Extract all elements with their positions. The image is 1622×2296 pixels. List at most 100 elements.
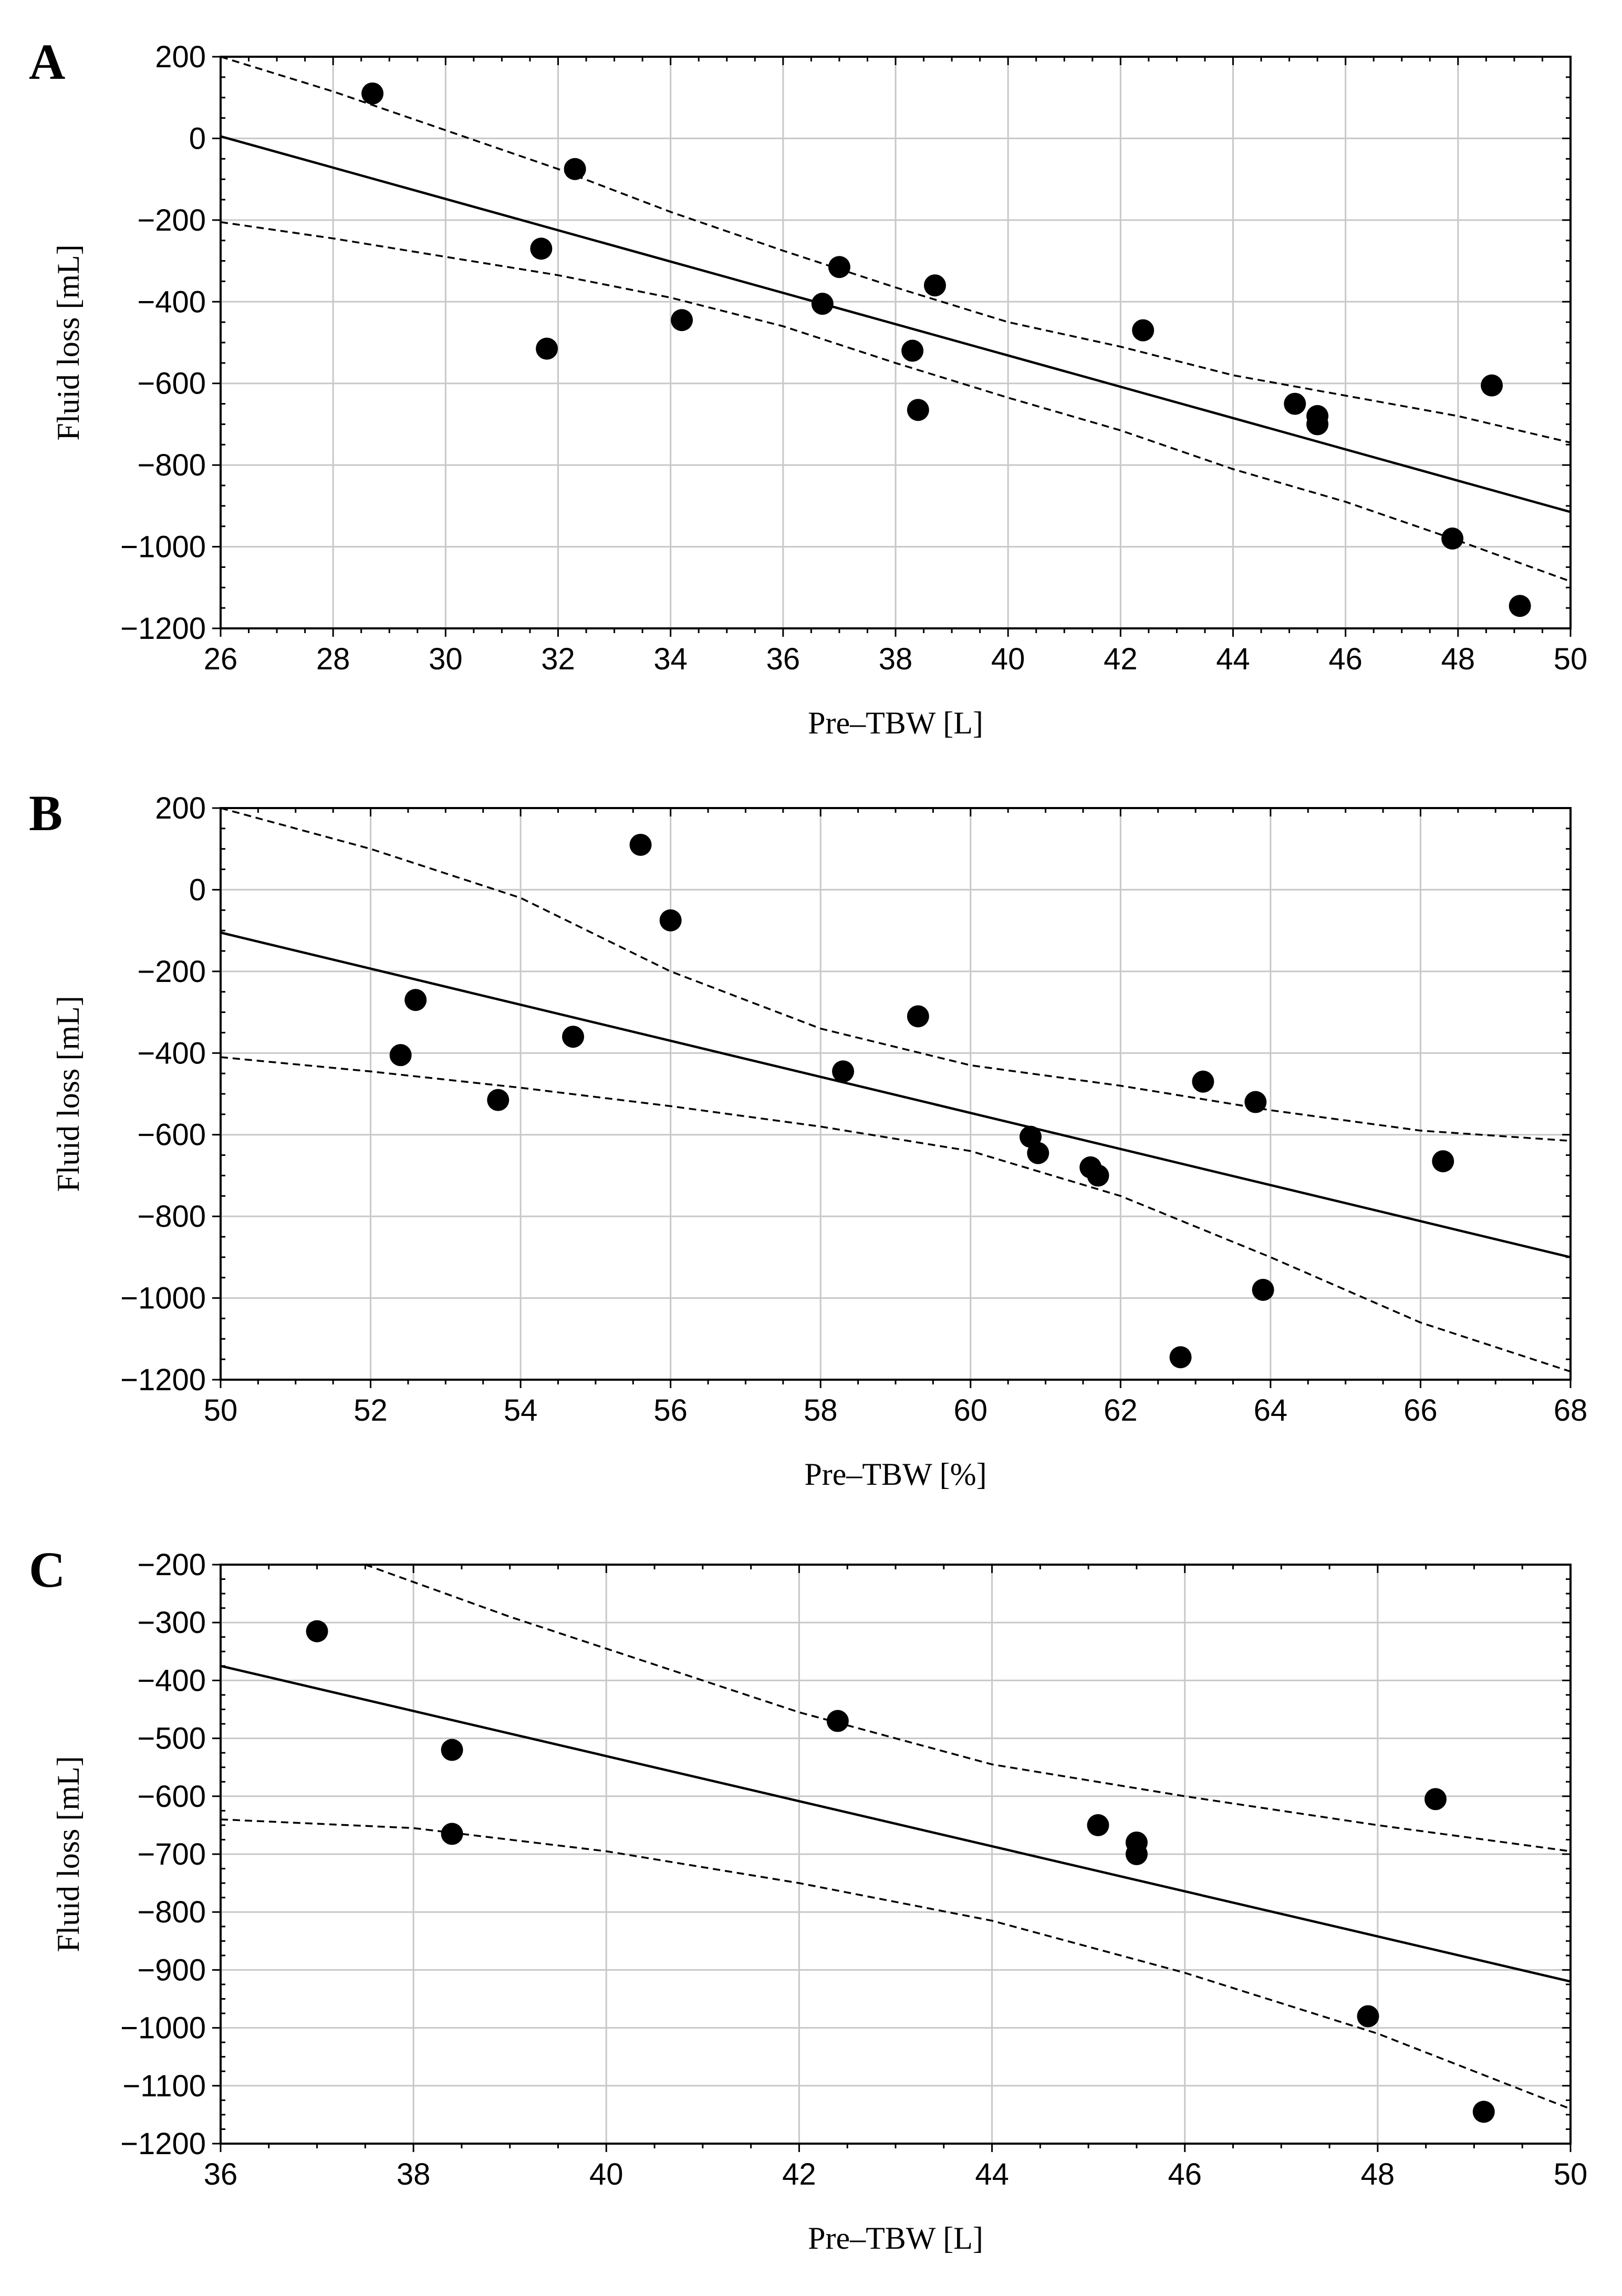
x-tick-label: 42 <box>782 2157 816 2191</box>
panel-letter: B <box>29 785 63 841</box>
data-point <box>306 1620 328 1642</box>
data-point <box>487 1089 510 1111</box>
x-tick-label: 44 <box>1216 642 1250 676</box>
panel-letter: A <box>29 34 65 90</box>
x-axis-title: Pre–TBW [%] <box>804 1457 986 1492</box>
data-point <box>1169 1346 1192 1369</box>
data-point <box>1132 319 1155 342</box>
x-tick-label: 66 <box>1403 1393 1438 1428</box>
data-point <box>564 158 586 180</box>
y-tick-label: −800 <box>137 1895 206 1929</box>
regression-line <box>221 135 1571 513</box>
x-tick-label: 44 <box>975 2157 1009 2191</box>
y-tick-label: 200 <box>155 40 206 74</box>
y-tick-label: −700 <box>137 1837 206 1871</box>
x-tick-label: 60 <box>954 1393 988 1428</box>
y-tick-label: −400 <box>137 1663 206 1698</box>
data-point <box>404 989 427 1011</box>
x-tick-label: 26 <box>204 642 238 676</box>
y-tick-label: −400 <box>137 285 206 319</box>
y-tick-label: −600 <box>137 367 206 401</box>
x-axis-title: Pre–TBW [L] <box>808 2221 983 2256</box>
panel-b: 50 52 54 56 58 60 62 64 66 68 200 0 −200 −400 −600 −800… <box>29 785 1587 1492</box>
x-tick-label: 38 <box>879 642 913 676</box>
data-point <box>1192 1070 1214 1093</box>
data-point <box>1027 1142 1049 1164</box>
data-point <box>536 337 558 360</box>
y-axis-title: Fluid loss [mL] <box>51 1756 86 1952</box>
data-point <box>562 1026 585 1048</box>
data-point <box>1472 2101 1495 2123</box>
y-axis-title: Fluid loss [mL] <box>51 996 86 1192</box>
y-tick-label: −1200 <box>120 2127 206 2161</box>
x-tick-label: 50 <box>204 1393 238 1428</box>
confidence-band-lower <box>221 1056 1571 1373</box>
data-point <box>1441 528 1464 550</box>
data-point <box>1357 2005 1379 2028</box>
data-point <box>441 1739 463 1761</box>
data-point <box>923 274 946 297</box>
y-tick-label: −900 <box>137 1953 206 1987</box>
confidence-band-upper <box>221 57 1571 444</box>
y-tick-label: −200 <box>137 203 206 237</box>
y-tick-label: −1100 <box>122 2069 206 2103</box>
y-tick-label: −1000 <box>120 530 206 564</box>
panel-letter: C <box>29 1542 65 1598</box>
panel-c: 36 38 40 42 44 46 48 50 −200 −300 −400 −500 −600 −700… <box>29 1542 1587 2256</box>
x-tick-label: 36 <box>766 642 800 676</box>
x-tick-label: 50 <box>1554 2157 1588 2191</box>
x-tick-label: 58 <box>804 1393 838 1428</box>
data-point <box>828 256 850 278</box>
data-point <box>530 237 553 260</box>
data-point <box>361 82 384 105</box>
y-tick-label: −800 <box>137 448 206 482</box>
y-tick-label: 0 <box>189 873 206 907</box>
x-tick-label: 28 <box>316 642 350 676</box>
x-tick-label: 46 <box>1168 2157 1202 2191</box>
data-point <box>907 1005 929 1028</box>
data-point <box>1481 374 1503 397</box>
x-tick-label: 48 <box>1441 642 1475 676</box>
y-tick-label: −500 <box>137 1722 206 1756</box>
regression-line <box>221 1664 1571 1983</box>
data-point <box>1125 1843 1148 1865</box>
x-tick-label: 68 <box>1554 1393 1588 1428</box>
confidence-band-upper <box>365 1565 1571 1853</box>
y-tick-label: −400 <box>137 1036 206 1070</box>
x-tick-label: 54 <box>504 1393 538 1428</box>
x-tick-label: 64 <box>1254 1393 1288 1428</box>
data-point <box>659 909 682 932</box>
data-point <box>1425 1788 1447 1811</box>
data-point <box>1284 392 1306 415</box>
x-tick-label: 62 <box>1104 1393 1138 1428</box>
confidence-band-lower <box>221 1818 1571 2110</box>
x-axis-title: Pre–TBW [L] <box>808 706 983 740</box>
x-tick-label: 50 <box>1554 642 1588 676</box>
x-tick-label: 48 <box>1361 2157 1395 2191</box>
y-tick-label: 0 <box>189 121 206 156</box>
x-tick-label: 34 <box>653 642 688 676</box>
confidence-band-lower <box>221 221 1571 583</box>
x-tick-label: 52 <box>353 1393 388 1428</box>
x-tick-label: 40 <box>589 2157 623 2191</box>
data-point <box>1244 1091 1267 1113</box>
data-point <box>441 1823 463 1845</box>
data-point <box>671 309 693 332</box>
regression-line <box>221 931 1571 1259</box>
data-point <box>907 399 929 421</box>
y-tick-label: −1200 <box>120 1363 206 1397</box>
data-point <box>826 1710 849 1732</box>
x-tick-label: 40 <box>991 642 1025 676</box>
data-point <box>1087 1814 1109 1836</box>
x-tick-label: 56 <box>653 1393 688 1428</box>
confidence-band-upper <box>221 808 1571 1142</box>
y-tick-label: −600 <box>137 1118 206 1152</box>
data-point <box>1252 1279 1274 1301</box>
y-tick-label: −200 <box>137 1548 206 1582</box>
y-tick-label: −1000 <box>120 2011 206 2045</box>
data-point <box>901 339 924 362</box>
x-tick-label: 30 <box>429 642 463 676</box>
x-tick-label: 38 <box>397 2157 431 2191</box>
y-tick-label: −200 <box>137 955 206 989</box>
panel-a: 26 28 30 32 34 36 38 40 42 44 46 48 50 200 0 −200 −400 −6… <box>29 34 1587 740</box>
